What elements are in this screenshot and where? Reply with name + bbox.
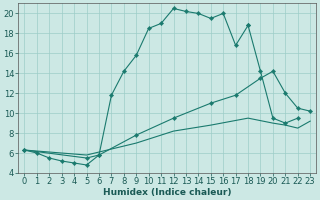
X-axis label: Humidex (Indice chaleur): Humidex (Indice chaleur) bbox=[103, 188, 232, 197]
